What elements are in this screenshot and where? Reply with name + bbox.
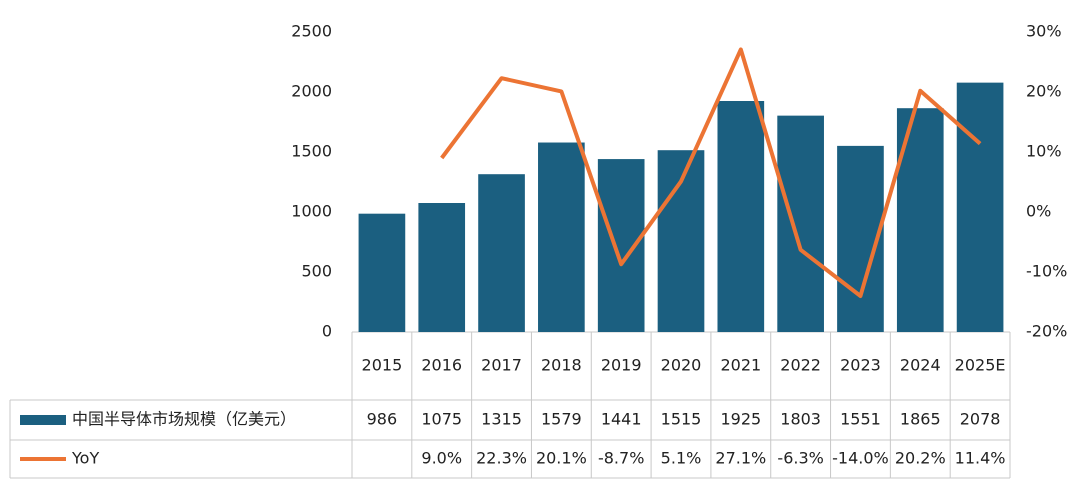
- table-value: 27.1%: [715, 449, 766, 468]
- table-value: 5.1%: [661, 449, 702, 468]
- table-value: 20.1%: [536, 449, 587, 468]
- y2-tick-label: -20%: [1026, 322, 1067, 341]
- bar: [717, 101, 765, 332]
- table-value: -6.3%: [777, 449, 823, 468]
- table-value: 1441: [601, 410, 642, 429]
- table-value: 1551: [840, 410, 881, 429]
- table-value: 20.2%: [895, 449, 946, 468]
- y2-tick-label: 20%: [1026, 82, 1062, 101]
- table-value: 1075: [421, 410, 462, 429]
- bar: [478, 174, 525, 332]
- y-tick-label: 2000: [291, 82, 332, 101]
- x-tick-label: 2024: [900, 356, 941, 375]
- bar: [597, 159, 645, 332]
- table-value: 1925: [720, 410, 761, 429]
- x-tick-label: 2023: [840, 356, 881, 375]
- y-tick-label: 1000: [291, 202, 332, 221]
- table-value: 1865: [900, 410, 941, 429]
- x-tick-label: 2019: [601, 356, 642, 375]
- table-value: -14.0%: [832, 449, 889, 468]
- x-tick-label: 2025E: [955, 356, 1006, 375]
- bar: [358, 213, 406, 332]
- table-value: 22.3%: [476, 449, 527, 468]
- x-tick-label: 2020: [661, 356, 702, 375]
- x-tick-label: 2021: [720, 356, 761, 375]
- x-tick-label: 2017: [481, 356, 522, 375]
- bar: [538, 142, 585, 332]
- legend-label: 中国半导体市场规模（亿美元）: [72, 410, 296, 429]
- x-tick-label: 2016: [421, 356, 462, 375]
- y2-tick-label: 30%: [1026, 22, 1062, 41]
- table-value: 2078: [960, 410, 1001, 429]
- legend-swatch: [20, 415, 66, 425]
- bar: [418, 203, 466, 332]
- y-tick-label: 500: [301, 262, 332, 281]
- table-value: 1515: [661, 410, 702, 429]
- x-tick-label: 2015: [362, 356, 403, 375]
- table-value: -8.7%: [598, 449, 644, 468]
- bar: [777, 115, 824, 332]
- table-value: 11.4%: [955, 449, 1006, 468]
- legend-label: YoY: [71, 449, 99, 468]
- x-tick-label: 2018: [541, 356, 582, 375]
- bar: [956, 82, 1004, 332]
- table-value: 1803: [780, 410, 821, 429]
- y2-tick-label: 10%: [1026, 142, 1062, 161]
- table-value: 986: [367, 410, 398, 429]
- y2-tick-label: -10%: [1026, 262, 1067, 281]
- table-value: 9.0%: [421, 449, 462, 468]
- y-tick-label: 2500: [291, 22, 332, 41]
- y-tick-label: 0: [322, 322, 332, 341]
- x-tick-label: 2022: [780, 356, 821, 375]
- y2-tick-label: 0%: [1026, 202, 1051, 221]
- y-tick-label: 1500: [291, 142, 332, 161]
- table-value: 1315: [481, 410, 522, 429]
- line: [440, 47, 982, 298]
- table-value: 1579: [541, 410, 582, 429]
